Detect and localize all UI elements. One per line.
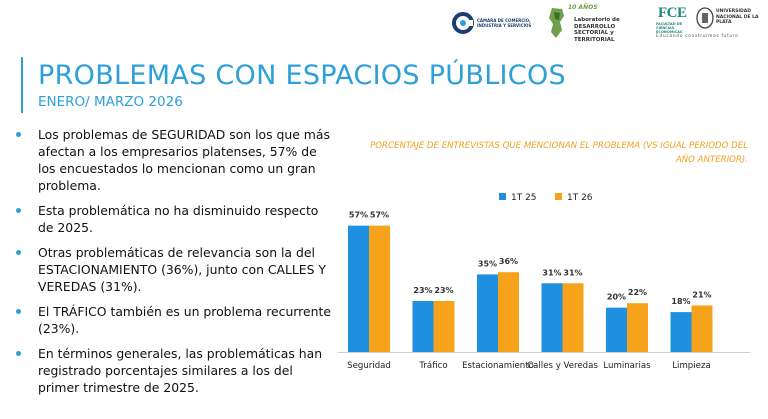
x-tick-label: Limpieza bbox=[672, 361, 710, 371]
legend-label-1: 1T 25 bbox=[511, 193, 537, 203]
bar-estacionamiento-s1 bbox=[477, 274, 498, 352]
bar-chart: PORCENTAJE DE ENTREVISTAS QUE MENCIONAN … bbox=[332, 134, 764, 419]
data-label: 31% bbox=[542, 268, 561, 277]
fce-unlp-logo: FCE FACULTAD DE CIENCIAS ECONÓMICAS UNIV… bbox=[656, 4, 760, 44]
bullet-item: El TRÁFICO también es un problema recurr… bbox=[16, 303, 334, 337]
page-subtitle: ENERO/ MARZO 2026 bbox=[38, 94, 183, 110]
bullet-text: En términos generales, las problemáticas… bbox=[38, 346, 323, 395]
bullet-item: Esta problemática no ha disminuido respe… bbox=[16, 202, 334, 236]
fce-logo-text: FACULTAD DE CIENCIAS ECONÓMICAS bbox=[656, 22, 683, 34]
data-label: 35% bbox=[478, 259, 497, 268]
x-tick-label: Tráfico bbox=[418, 361, 447, 371]
bar-luminarias-s2 bbox=[627, 303, 648, 352]
bar-chart-svg: PORCENTAJE DE ENTREVISTAS QUE MENCIONAN … bbox=[338, 141, 750, 371]
ccis-logo-text: CÁMARA DE COMERCIO, INDUSTRIA Y SERVICIO… bbox=[477, 18, 532, 28]
chart-title-line-2: AÑO ANTERIOR). bbox=[675, 154, 748, 165]
data-label: 23% bbox=[413, 286, 432, 295]
unlp-logo-text: UNIVERSIDAD NACIONAL DE LA PLATA bbox=[716, 9, 759, 25]
bullet-item: Los problemas de SEGURIDAD son los que m… bbox=[16, 126, 334, 194]
laboratorio-logo-text: Laboratorio de DESARROLLO SECTORIAL y TE… bbox=[574, 17, 620, 43]
chart-title-line-1: PORCENTAJE DE ENTREVISTAS QUE MENCIONAN … bbox=[370, 141, 748, 151]
data-label: 23% bbox=[434, 286, 453, 295]
x-tick-label: Luminarias bbox=[603, 361, 651, 371]
header-logos: CÁMARA DE COMERCIO, INDUSTRIA Y SERVICIO… bbox=[452, 4, 762, 44]
x-tick-label: Calles y Veredas bbox=[527, 361, 598, 371]
bar-calles-y-veredas-s1 bbox=[541, 283, 563, 352]
bullet-icon bbox=[16, 208, 21, 213]
bar-seguridad-s1 bbox=[348, 225, 369, 352]
fce-tagline: Educando construimos futuro bbox=[656, 34, 739, 39]
bullet-item: En términos generales, las problemáticas… bbox=[16, 345, 334, 396]
bullet-icon bbox=[16, 132, 21, 137]
data-label: 36% bbox=[499, 257, 518, 266]
bar-estacionamiento-s2 bbox=[498, 272, 519, 352]
legend-swatch-1 bbox=[499, 193, 506, 200]
page-title: PROBLEMAS CON ESPACIOS PÚBLICOS bbox=[38, 60, 566, 91]
data-label: 57% bbox=[349, 211, 368, 220]
legend-swatch-2 bbox=[555, 193, 562, 200]
laboratorio-anniversary: 10 AÑOS bbox=[568, 4, 598, 11]
bar-limpieza-s2 bbox=[691, 305, 713, 352]
fce-logo-mark: FCE bbox=[658, 5, 687, 21]
bullet-item: Otras problemáticas de relevancia son la… bbox=[16, 244, 334, 295]
bar-limpieza-s1 bbox=[670, 312, 692, 352]
bar-calles-y-veredas-s2 bbox=[562, 283, 584, 352]
x-tick-label: Estacionamiento bbox=[462, 361, 534, 371]
x-tick-label: Seguridad bbox=[347, 361, 391, 371]
bar-tráfico-s2 bbox=[433, 301, 455, 352]
bullet-text: Esta problemática no ha disminuido respe… bbox=[38, 203, 319, 235]
data-label: 20% bbox=[607, 293, 626, 302]
laboratorio-logo: 10 AÑOS Laboratorio de DESARROLLO SECTOR… bbox=[542, 4, 650, 43]
data-label: 57% bbox=[370, 211, 389, 220]
bullet-text: Los problemas de SEGURIDAD son los que m… bbox=[38, 127, 330, 193]
ccis-logo-icon bbox=[452, 12, 474, 34]
legend-label-2: 1T 26 bbox=[567, 193, 593, 203]
bullet-icon bbox=[16, 250, 21, 255]
bar-tráfico-s1 bbox=[412, 301, 434, 352]
bullet-text: El TRÁFICO también es un problema recurr… bbox=[38, 304, 331, 336]
map-icon bbox=[549, 8, 564, 38]
bullet-icon bbox=[16, 309, 21, 314]
bar-luminarias-s1 bbox=[606, 307, 627, 352]
bullet-text: Otras problemáticas de relevancia son la… bbox=[38, 245, 326, 294]
title-accent-line bbox=[21, 57, 23, 113]
bullet-list: Los problemas de SEGURIDAD son los que m… bbox=[16, 126, 334, 404]
ccis-logo: CÁMARA DE COMERCIO, INDUSTRIA Y SERVICIO… bbox=[452, 10, 536, 38]
data-label: 22% bbox=[628, 288, 647, 297]
unlp-seal-icon bbox=[696, 7, 714, 29]
data-label: 31% bbox=[563, 268, 582, 277]
data-label: 18% bbox=[671, 297, 690, 306]
bar-seguridad-s2 bbox=[369, 225, 390, 352]
bullet-icon bbox=[16, 351, 21, 356]
data-label: 21% bbox=[692, 290, 711, 299]
